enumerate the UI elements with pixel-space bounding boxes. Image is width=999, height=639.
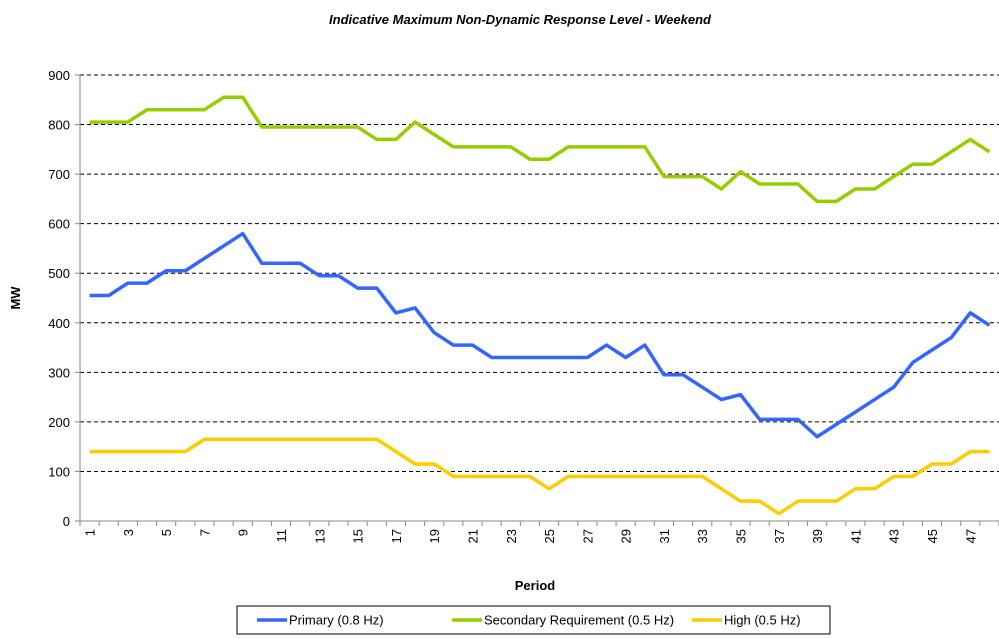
- chart-title: Indicative Maximum Non-Dynamic Response …: [329, 12, 712, 27]
- x-tick-label: 9: [236, 529, 251, 536]
- legend-label: Secondary Requirement (0.5 Hz): [484, 613, 674, 628]
- x-tick-label: 23: [504, 529, 519, 543]
- x-tick-label: 31: [657, 529, 672, 543]
- y-tick-label: 700: [48, 167, 70, 182]
- x-tick-label: 41: [848, 529, 863, 543]
- x-tick-label: 29: [619, 529, 634, 543]
- x-axis-label: Period: [515, 578, 556, 593]
- x-tick-label: 25: [542, 529, 557, 543]
- y-tick-label: 0: [63, 514, 70, 529]
- legend-box: [236, 605, 831, 635]
- x-tick-label: 13: [312, 529, 327, 543]
- y-tick-label: 100: [48, 464, 70, 479]
- y-tick-label: 800: [48, 118, 70, 133]
- y-tick-label: 200: [48, 415, 70, 430]
- series-line: [89, 231, 991, 439]
- y-tick-label: 500: [48, 266, 70, 281]
- x-tick-label: 27: [580, 529, 595, 543]
- legend: Primary (0.8 Hz) Secondary Requirement (0…: [236, 605, 831, 635]
- legend-label: Primary (0.8 Hz): [289, 613, 384, 628]
- series-line: [89, 437, 990, 516]
- x-tick-label: 45: [925, 529, 940, 543]
- x-tick-label: 7: [197, 529, 212, 536]
- x-tick-label: 17: [389, 529, 404, 543]
- x-tick-label: 43: [887, 529, 902, 543]
- y-tick-label: 300: [48, 365, 70, 380]
- x-tick-label: 35: [734, 529, 749, 543]
- x-tick-label: 1: [83, 529, 98, 536]
- series-line: [89, 95, 991, 204]
- y-tick-label: 900: [48, 68, 70, 83]
- y-tick-label: 400: [48, 316, 70, 331]
- x-tick-label: 21: [465, 529, 480, 543]
- y-axis-label: MW: [8, 286, 23, 310]
- x-tick-label: 5: [159, 529, 174, 536]
- x-tick-label: 37: [772, 529, 787, 543]
- x-tick-label: 15: [351, 529, 366, 543]
- x-tick-label: 19: [427, 529, 442, 543]
- y-tick-label: 600: [48, 217, 70, 232]
- x-tick-label: 39: [810, 529, 825, 543]
- x-tick-label: 11: [274, 529, 289, 543]
- x-tick-label: 33: [695, 529, 710, 543]
- legend-label: High (0.5 Hz): [724, 613, 801, 628]
- x-tick-label: 47: [963, 529, 978, 543]
- x-tick-label: 3: [121, 529, 136, 536]
